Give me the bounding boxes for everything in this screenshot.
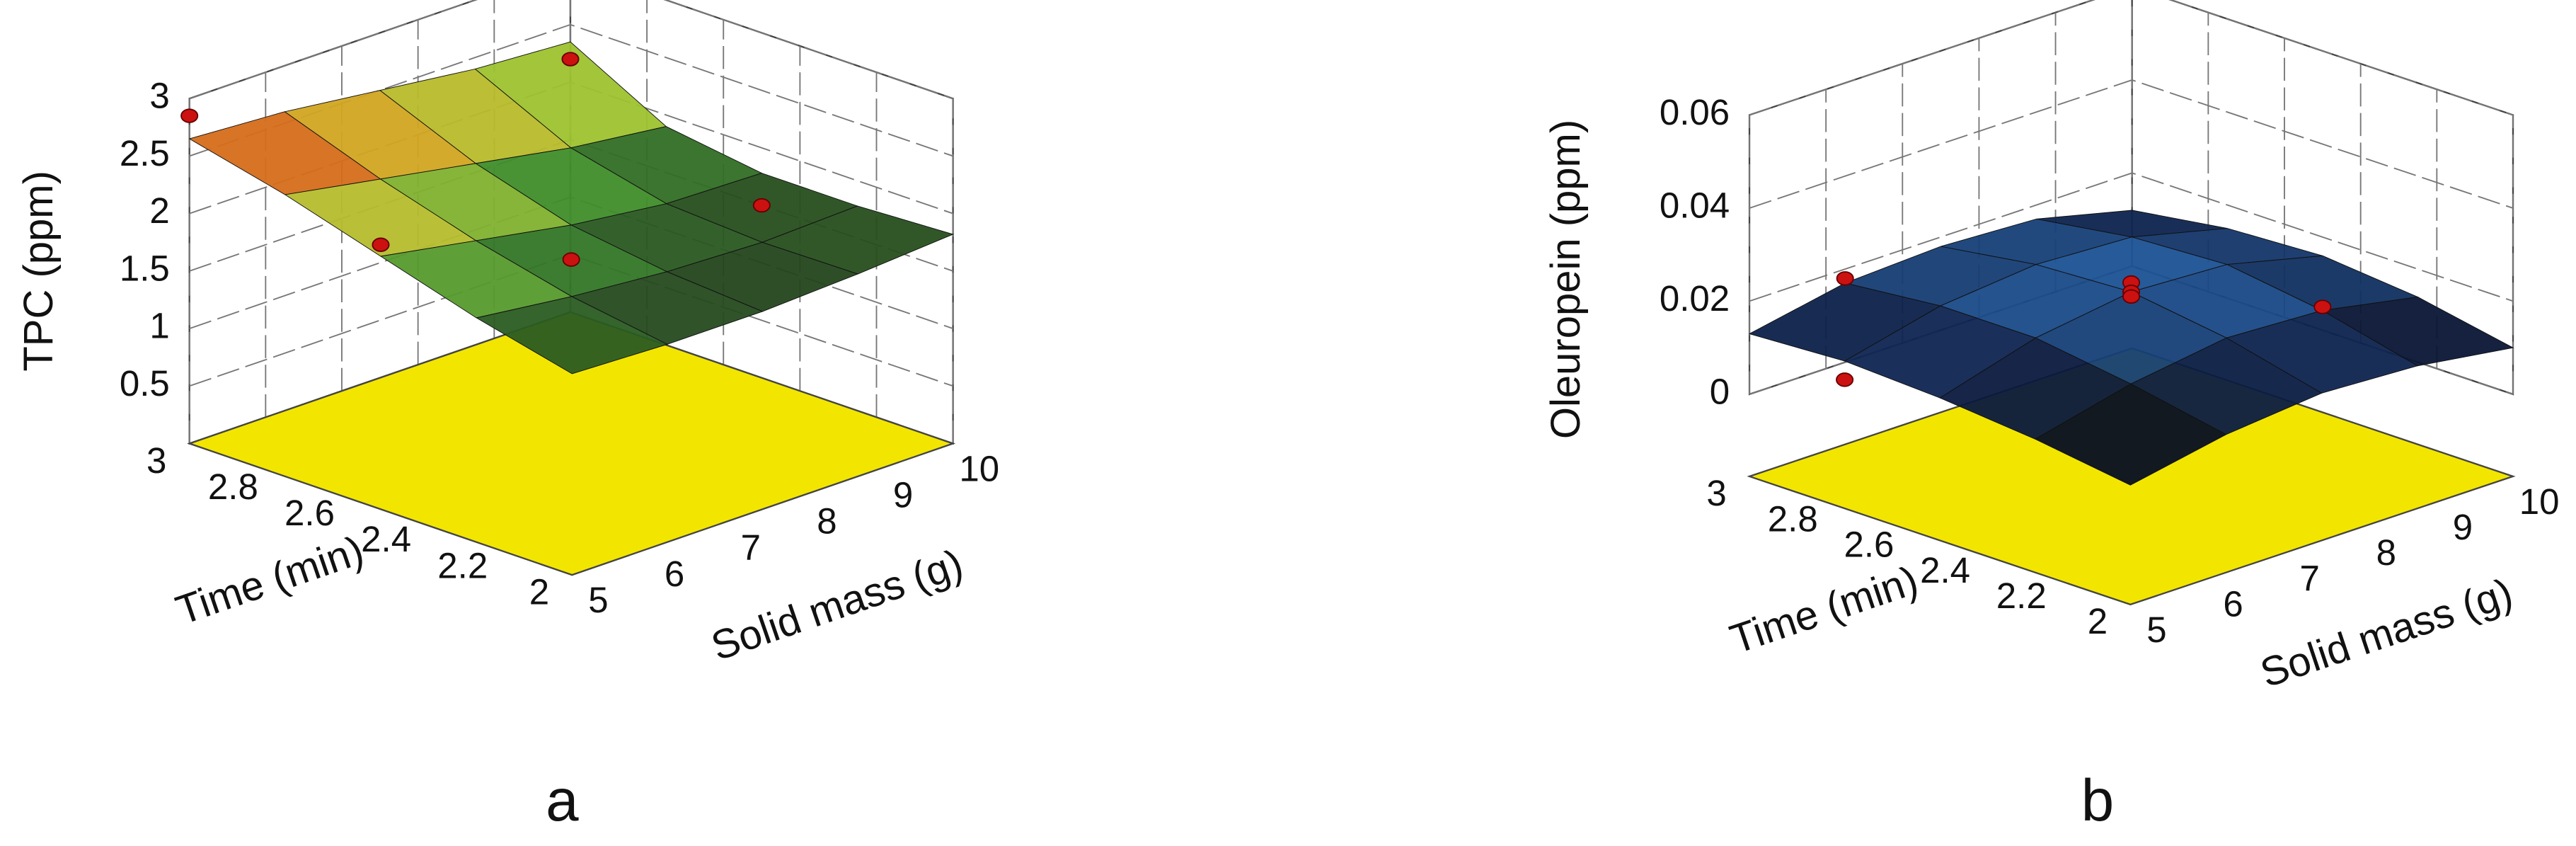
wall-grid-line bbox=[1749, 79, 2514, 209]
z-tick-label: 0.06 bbox=[1660, 92, 1730, 132]
x-tick-label: 5 bbox=[588, 580, 608, 620]
y-tick-label: 2.4 bbox=[361, 519, 411, 559]
design-point bbox=[561, 52, 580, 67]
y-tick-label: 2 bbox=[2088, 601, 2108, 641]
y-tick-label: 3 bbox=[1706, 473, 1726, 513]
y-tick-label: 2.6 bbox=[1844, 525, 1894, 565]
design-point bbox=[2313, 299, 2332, 314]
z-axis-title: TPC (ppm) bbox=[16, 171, 62, 372]
x-tick-label: 7 bbox=[741, 527, 761, 568]
z-tick-label: 0.5 bbox=[120, 363, 170, 404]
x-tick-label: 9 bbox=[2453, 507, 2473, 547]
x-tick-label: 7 bbox=[2300, 558, 2320, 598]
y-tick-label: 2.6 bbox=[284, 493, 335, 533]
x-tick-label: 10 bbox=[2519, 481, 2560, 522]
x-tick-label: 8 bbox=[817, 501, 836, 542]
wall-grid-line bbox=[1749, 172, 2514, 302]
y-tick-label: 2.8 bbox=[1768, 498, 1818, 539]
y-tick-label: 3 bbox=[146, 440, 166, 481]
y-tick-label: 2.4 bbox=[1920, 550, 1970, 590]
y-axis-title: Time (min) bbox=[1725, 557, 1924, 663]
x-tick-label: 5 bbox=[2146, 610, 2166, 650]
z-tick-label: 3 bbox=[149, 76, 169, 116]
z-tick-label: 0 bbox=[1710, 371, 1730, 411]
x-tick-label: 6 bbox=[2223, 584, 2243, 624]
x-tick-label: 6 bbox=[665, 554, 684, 594]
y-tick-label: 2.2 bbox=[1996, 576, 2047, 616]
design-point bbox=[180, 108, 199, 123]
z-tick-label: 1 bbox=[149, 306, 169, 346]
x-tick-label: 8 bbox=[2376, 532, 2396, 573]
z-tick-label: 0.02 bbox=[1660, 278, 1730, 319]
wall-grid-line bbox=[1749, 0, 2514, 116]
x-tick-label: 10 bbox=[959, 448, 999, 488]
y-axis-title: Time (min) bbox=[171, 527, 369, 634]
x-axis-title: Solid mass (g) bbox=[2255, 569, 2518, 696]
x-tick-label: 9 bbox=[893, 475, 913, 515]
design-point bbox=[1836, 271, 1854, 286]
surface-patch bbox=[476, 296, 669, 375]
panel-label: a bbox=[546, 767, 579, 833]
y-tick-label: 2.8 bbox=[208, 467, 258, 507]
y-tick-label: 2 bbox=[529, 571, 549, 612]
design-point bbox=[562, 252, 580, 267]
design-point bbox=[372, 237, 390, 252]
design-point bbox=[1836, 372, 1854, 387]
y-tick-label: 2.2 bbox=[437, 545, 488, 585]
design-point bbox=[2122, 289, 2141, 304]
z-axis-title: Oleuropein (ppm) bbox=[1543, 120, 1589, 439]
surface-patch bbox=[2034, 383, 2227, 486]
z-tick-label: 0.04 bbox=[1660, 185, 1730, 225]
design-point bbox=[752, 198, 771, 213]
z-tick-label: 2.5 bbox=[120, 133, 170, 173]
z-tick-label: 2 bbox=[149, 190, 169, 231]
wall-grid-line bbox=[189, 0, 953, 100]
panel-label: b bbox=[2081, 767, 2114, 833]
z-tick-label: 1.5 bbox=[120, 248, 170, 288]
